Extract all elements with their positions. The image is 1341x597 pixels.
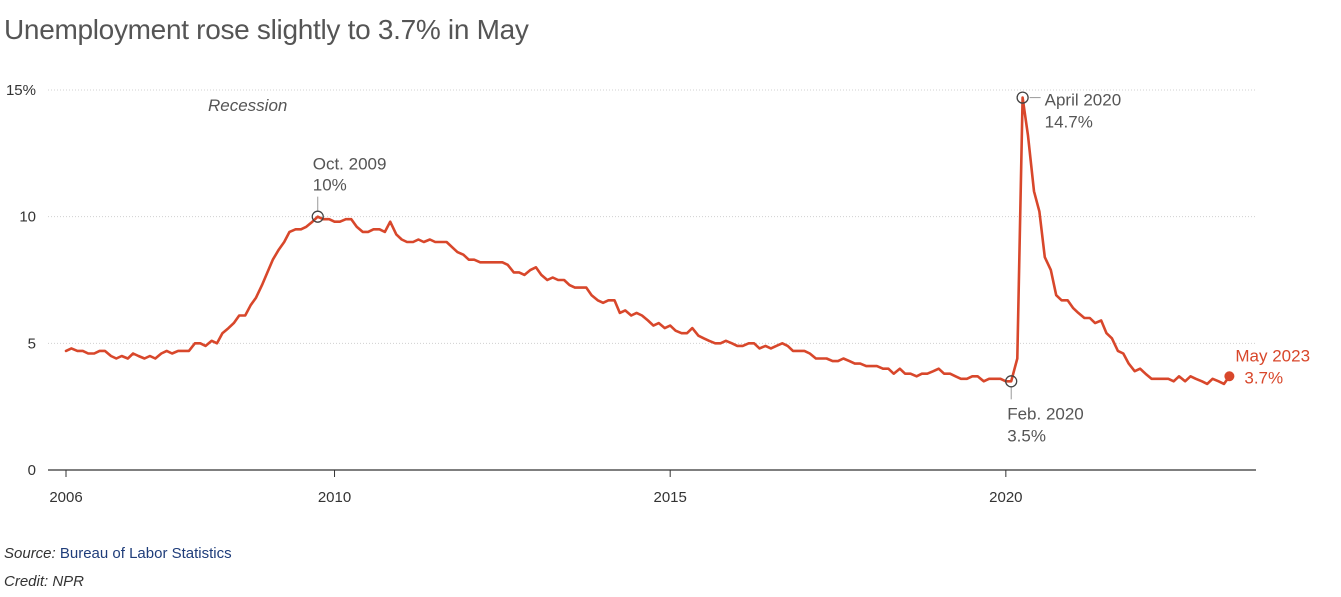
credit-text: Credit: NPR (4, 573, 85, 590)
source-label: Source: (4, 545, 56, 562)
annotations: Oct. 2009 10% April 2020 14.7% Feb. 2020 3.5%… (311, 91, 1310, 445)
latest-point-marker (1224, 371, 1235, 382)
gridlines (48, 89, 1256, 471)
source-link[interactable]: Bureau of Labor Statistics (59, 545, 232, 562)
x-tick-label: 2006 (49, 489, 82, 506)
unemployment-rate-line (64, 96, 1231, 386)
recession-label: Recession (208, 96, 287, 115)
annotation-date: Oct. 2009 (313, 155, 387, 174)
y-tick-label: 5 (28, 335, 36, 352)
annotation-value: 3.5% (1007, 426, 1046, 445)
annotation-date: Feb. 2020 (1007, 404, 1084, 423)
annotation-marker-feb-2020 (1005, 375, 1018, 388)
annotation-value: 14.7% (1045, 113, 1093, 132)
y-tick-labels: 0 5 10 15% (6, 82, 36, 479)
x-tick-label: 2020 (989, 489, 1022, 506)
y-tick-label: 15% (6, 82, 36, 99)
source-line: Source: Bureau of Labor Statistics (4, 545, 232, 562)
y-tick-label: 10 (19, 209, 36, 226)
annotation-value: 10% (313, 176, 347, 195)
annotation-value-latest: 3.7% (1244, 368, 1283, 387)
annotation-date: April 2020 (1045, 91, 1122, 110)
x-axis: 2006 2010 2015 2020 (49, 470, 1023, 506)
x-tick-label: 2015 (653, 489, 686, 506)
chart-title: Unemployment rose slightly to 3.7% in Ma… (4, 14, 529, 45)
annotation-marker-april-2020 (1016, 91, 1029, 104)
credit-line: Credit: NPR (4, 573, 84, 590)
x-tick-label: 2010 (318, 489, 351, 506)
annotation-date-latest: May 2023 (1235, 346, 1310, 365)
unemployment-line-chart: 0 5 10 15% 2006 2010 2015 2020 Recession Oct. … (6, 82, 1310, 506)
annotation-marker-oct-2009 (311, 210, 324, 223)
y-tick-label: 0 (28, 462, 36, 479)
